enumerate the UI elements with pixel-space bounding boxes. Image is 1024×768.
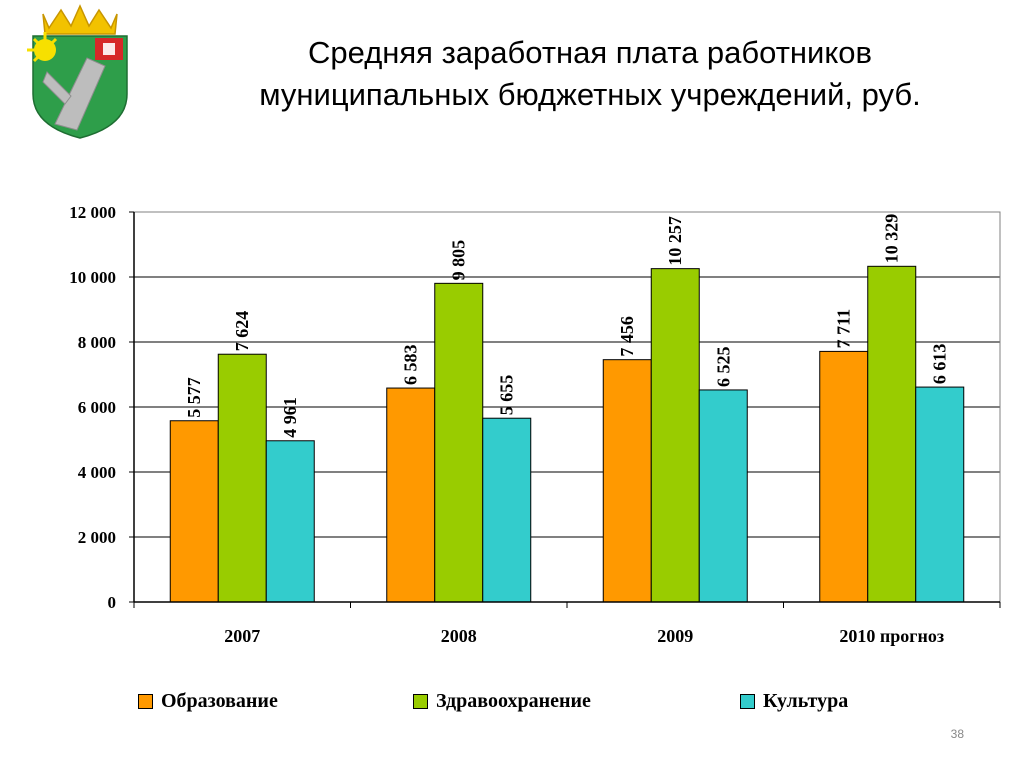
data-label: 5 655 [497,375,517,416]
y-tick-label: 4 000 [78,463,116,482]
legend-label-health: Здравоохранение [436,690,591,712]
data-label: 7 456 [617,316,637,357]
y-tick-label: 10 000 [69,268,116,287]
bar-culture [698,389,748,603]
slide-title-line-2: муниципальных бюджетных учреждений, руб. [259,77,921,112]
page-number: 38 [950,727,964,741]
bar-education [169,420,219,603]
legend-item-culture: Культура [740,690,848,713]
bar-education [602,359,652,603]
data-label: 5 577 [184,377,204,418]
legend-swatch-culture [740,694,755,709]
y-tick-label: 6 000 [78,398,116,417]
chart-legend: Образование Здравоохранение Культура [0,690,1024,716]
coat-of-arms-icon [27,4,128,139]
bar-culture [915,386,965,603]
x-tick-label: 2008 [441,626,477,646]
bar-education [386,387,436,603]
slide-title-line-1: Средняя заработная плата работников [308,35,872,70]
y-tick-label: 2 000 [78,528,116,547]
slide-title: Средняя заработная плата работников муни… [190,32,990,116]
legend-item-education: Образование [138,690,278,713]
legend-swatch-education [138,694,153,709]
data-label: 9 805 [449,240,469,281]
bar-health [434,282,484,603]
y-tick-label: 0 [108,593,117,612]
legend-label-culture: Культура [763,690,849,712]
data-label: 7 711 [834,309,854,349]
data-label: 4 961 [280,397,300,438]
data-label: 10 257 [665,216,685,266]
data-label: 6 525 [713,346,733,387]
y-tick-label: 8 000 [78,333,116,352]
x-tick-label: 2007 [224,626,260,646]
y-tick-label: 12 000 [69,203,116,222]
bar-health [217,353,267,603]
data-label: 6 583 [401,345,421,386]
x-tick-label: 2010 прогноз [839,626,944,646]
data-label: 7 624 [232,311,252,352]
legend-swatch-health [413,694,428,709]
data-label: 10 329 [882,214,902,264]
x-tick-label: 2009 [657,626,693,646]
bar-culture [482,417,532,603]
bar-education [819,350,869,603]
bar-culture [265,440,315,603]
data-label: 6 613 [930,344,950,385]
legend-item-health: Здравоохранение [413,690,591,713]
legend-label-education: Образование [161,690,278,712]
bar-health [650,268,700,603]
bar-health [867,265,917,603]
